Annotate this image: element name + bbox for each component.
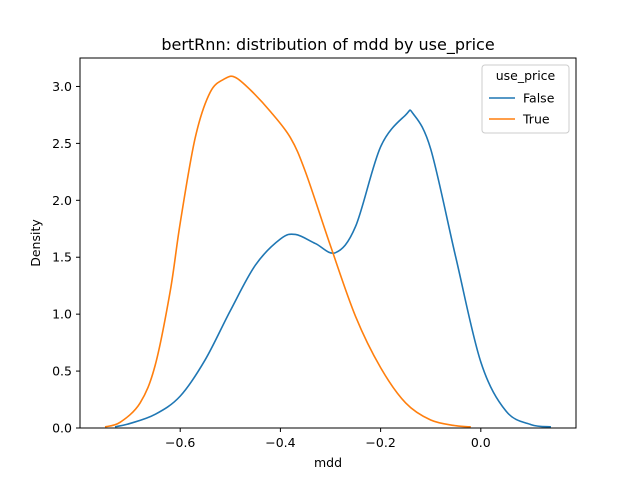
legend-title: use_price [496,68,556,83]
series-layer [104,75,552,428]
plot-frame [79,57,577,429]
series-line-true [104,75,471,428]
x-tick-label: −0.6 [165,435,195,450]
legend-label-true: True [522,112,550,127]
legend: use_price False True [481,64,570,134]
x-tick-label: −0.2 [365,435,395,450]
y-tick-label: 1.0 [52,307,72,322]
y-tick-label: 0.5 [52,364,72,379]
y-tick-label: 0.0 [52,421,72,436]
legend-label-false: False [523,91,555,106]
chart-title: bertRnn: distribution of mdd by use_pric… [161,35,494,55]
y-tick-label: 3.0 [52,79,72,94]
y-axis-label: Density [28,219,43,267]
series-line-false [114,109,552,428]
ticks-layer: −0.6 −0.4 −0.2 0.0 0.0 0.5 1.0 1.5 2.0 2.5 3.0 [52,79,491,450]
x-axis-label: mdd [314,455,342,470]
y-tick-label: 1.5 [52,250,72,265]
x-tick-label: −0.4 [265,435,295,450]
legend-box [481,64,570,134]
x-tick-label: 0.0 [471,435,491,450]
y-tick-label: 2.0 [52,193,72,208]
y-tick-label: 2.5 [52,136,72,151]
